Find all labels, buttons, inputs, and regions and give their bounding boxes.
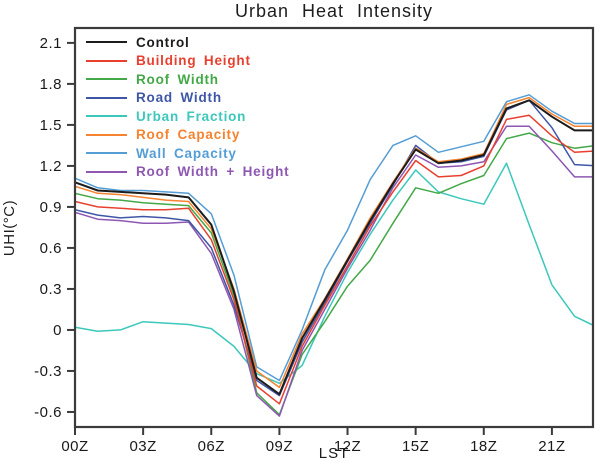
legend-label: Roof Width: [136, 71, 219, 87]
legend-label: Urban Fraction: [136, 108, 247, 124]
series-line-building-height: [75, 114, 593, 405]
plot-frame: [73, 26, 595, 429]
x-tick-label: 00Z: [61, 438, 88, 455]
series-line-urban-fraction: [75, 162, 593, 385]
series-line-roof-width-height: [75, 125, 593, 417]
x-tick-label: 15Z: [402, 438, 429, 455]
x-tick-label: 06Z: [198, 438, 225, 455]
legend-label: Roof Width + Height: [136, 164, 290, 180]
legend-item-roof-width: Roof Width: [86, 70, 289, 89]
legend: Control Building Height Roof Width Road Wid…: [86, 33, 289, 181]
y-tick-label: -0.6: [34, 404, 62, 421]
legend-label: Roof Capacity: [136, 127, 241, 143]
x-tick-label: 18Z: [470, 438, 497, 455]
legend-line-swatch: [86, 152, 127, 155]
y-tick-label: 1.5: [40, 117, 62, 134]
legend-label: Building Height: [136, 53, 251, 69]
y-axis-label: UHI(°C): [1, 199, 18, 257]
x-tick-label: 12Z: [334, 438, 361, 455]
legend-item-control: Control: [86, 33, 289, 52]
y-tick-label: -0.3: [34, 363, 62, 380]
y-tick-label: 0: [53, 322, 62, 339]
y-tick-label: 0.9: [40, 199, 62, 216]
legend-line-swatch: [86, 170, 127, 173]
legend-item-roof-capacity: Roof Capacity: [86, 126, 289, 145]
legend-line-swatch: [86, 96, 127, 99]
legend-label: Wall Capacity: [136, 145, 237, 161]
legend-item-wall-capacity: Wall Capacity: [86, 144, 289, 163]
chart-title: Urban Heat Intensity: [234, 1, 434, 21]
series-line-road-width: [75, 99, 593, 397]
y-tick-label: 2.1: [40, 35, 62, 52]
legend-line-swatch: [86, 133, 127, 136]
y-tick-label: 1.8: [40, 76, 62, 93]
x-tick-label: 09Z: [266, 438, 293, 455]
legend-item-building-height: Building Height: [86, 52, 289, 71]
legend-item-road-width: Road Width: [86, 89, 289, 108]
series-line-roof-width: [75, 132, 593, 416]
legend-item-roof-width-height: Roof Width + Height: [86, 163, 289, 182]
x-tick-label: 03Z: [129, 438, 156, 455]
series-line-wall-capacity: [75, 94, 593, 382]
legend-line-swatch: [86, 115, 127, 118]
legend-line-swatch: [86, 59, 127, 62]
legend-label: Road Width: [136, 90, 222, 106]
series-line-control: [75, 99, 593, 396]
x-axis-label: LST: [318, 445, 350, 462]
legend-line-swatch: [86, 41, 127, 44]
y-tick-label: 1.2: [40, 158, 62, 175]
legend-label: Control: [136, 34, 190, 50]
y-tick-label: 0.6: [40, 240, 62, 257]
x-tick-label: 21Z: [538, 438, 565, 455]
legend-item-urban-fraction: Urban Fraction: [86, 107, 289, 126]
legend-line-swatch: [86, 78, 127, 81]
y-tick-label: 0.3: [40, 281, 62, 298]
